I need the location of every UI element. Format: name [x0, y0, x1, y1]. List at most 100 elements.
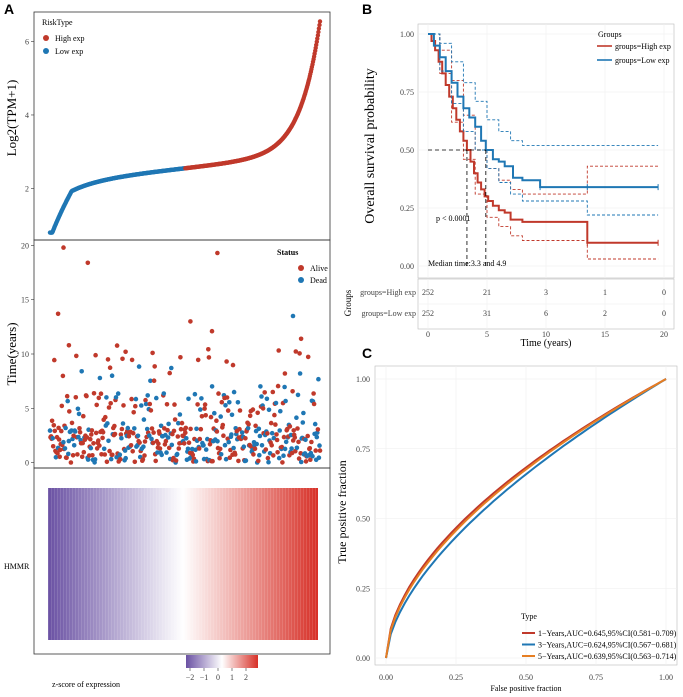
status-point-alive — [52, 357, 57, 363]
status-point-alive — [106, 405, 112, 410]
legend-alive-dot — [298, 265, 304, 271]
status-point-alive — [197, 436, 203, 442]
status-point-alive — [84, 393, 89, 399]
status-point-dead — [227, 400, 232, 405]
km-xtick-label: 20 — [660, 330, 668, 339]
km-ci-lower-high — [428, 33, 659, 260]
status-point-alive — [179, 420, 185, 426]
roc-legend: 1−Years,AUC=0.645,95%CI(0.581−0.709) 3−Ye… — [522, 629, 677, 661]
status-point-alive — [275, 383, 281, 389]
status-point-alive — [118, 457, 123, 462]
status-point-dead — [239, 430, 245, 435]
status-point-alive — [251, 452, 256, 457]
status-point-alive — [75, 452, 80, 457]
risk-cell: 6 — [544, 309, 548, 318]
status-point-alive — [293, 349, 299, 354]
status-point-alive — [120, 356, 125, 362]
status-point-dead — [85, 457, 91, 462]
status-point-alive — [274, 432, 279, 437]
status-ylabel: Time(years) — [4, 322, 19, 385]
status-point-alive — [195, 402, 200, 407]
status-point-dead — [122, 448, 128, 453]
legend-alive-label: Alive — [310, 264, 328, 273]
roc-ticks: 0.00 0.25 0.50 0.75 1.00 0.00 0.25 0.50 0.75 1.00 — [356, 375, 673, 682]
heatmap-scale-tick-label: −2 — [186, 673, 195, 682]
status-point-alive — [290, 389, 295, 394]
status-point-alive — [224, 359, 229, 364]
status-point-alive — [112, 423, 117, 429]
status-point-alive — [151, 378, 157, 384]
status-point-alive — [69, 420, 75, 426]
status-point-alive — [276, 348, 282, 353]
legend-high-exp-dot — [43, 35, 49, 41]
roc-curve-5yr — [385, 378, 667, 659]
status-point-alive — [173, 458, 179, 463]
status-point-alive — [313, 448, 319, 453]
status-point-dead — [161, 391, 167, 396]
roc-grid — [375, 366, 677, 665]
status-point-dead — [266, 407, 272, 413]
km-ytick-label: 1.00 — [400, 30, 414, 39]
roc-xtick-label: 0.50 — [519, 673, 533, 682]
km-legend-title: Groups — [598, 30, 622, 39]
status-point-dead — [283, 439, 289, 445]
status-point-dead — [282, 384, 287, 390]
status-point-dead — [316, 455, 322, 461]
status-point-dead — [259, 443, 265, 448]
status-point-alive — [190, 452, 196, 458]
status-point-dead — [177, 412, 183, 417]
status-point-alive — [237, 408, 243, 413]
status-point-alive — [132, 459, 138, 465]
status-point-alive — [214, 429, 220, 434]
status-point-alive — [232, 452, 238, 457]
status-point-alive — [98, 391, 104, 397]
status-point-dead — [71, 443, 77, 448]
status-point-dead — [273, 400, 279, 406]
status-point-alive — [281, 434, 287, 440]
status-point-alive — [255, 410, 260, 416]
status-point-alive — [255, 458, 261, 464]
status-point-alive — [66, 343, 72, 348]
status-point-dead — [276, 455, 282, 461]
risk-cell: 1 — [603, 288, 607, 297]
status-point-dead — [222, 442, 228, 448]
status-point-dead — [226, 439, 231, 445]
status-point-alive — [282, 371, 288, 376]
status-point-dead — [123, 455, 128, 461]
status-point-alive — [151, 430, 156, 435]
status-point-alive — [108, 401, 113, 406]
status-point-alive — [96, 438, 101, 443]
status-yticks: 0 5 10 15 20 — [21, 241, 34, 468]
panel-letter-c: C — [362, 345, 372, 361]
status-point-alive — [91, 441, 96, 446]
status-point-dead — [241, 444, 247, 450]
status-point-alive — [206, 355, 212, 360]
status-point-alive — [123, 349, 128, 355]
status-point-dead — [104, 395, 109, 400]
status-point-alive — [202, 406, 207, 411]
status-point-dead — [289, 446, 294, 451]
status-point-alive — [93, 352, 98, 358]
expression-points — [47, 19, 323, 235]
km-curve-high — [428, 33, 659, 244]
status-point-dead — [50, 436, 55, 441]
legend-low-exp-dot — [43, 48, 49, 54]
status-point-alive — [263, 447, 269, 452]
status-point-alive — [243, 436, 248, 441]
km-xtick-label: 10 — [542, 330, 550, 339]
roc-ytick-label: 1.00 — [356, 375, 370, 384]
status-point-dead — [295, 392, 301, 398]
status-point-dead — [120, 421, 126, 426]
status-point-alive — [250, 407, 256, 412]
heatmap-scale-title: z-score of expression — [52, 680, 120, 689]
status-point-alive — [85, 260, 91, 266]
status-point-dead — [316, 376, 321, 382]
status-point-alive — [142, 439, 148, 444]
status-point-alive — [295, 426, 300, 431]
status-point-dead — [65, 398, 70, 404]
status-point-dead — [154, 395, 159, 401]
status-legend-title: Status — [277, 248, 298, 257]
status-point-alive — [296, 456, 302, 461]
status-point-alive — [262, 390, 268, 395]
roc-ytick-label: 0.00 — [356, 654, 370, 663]
